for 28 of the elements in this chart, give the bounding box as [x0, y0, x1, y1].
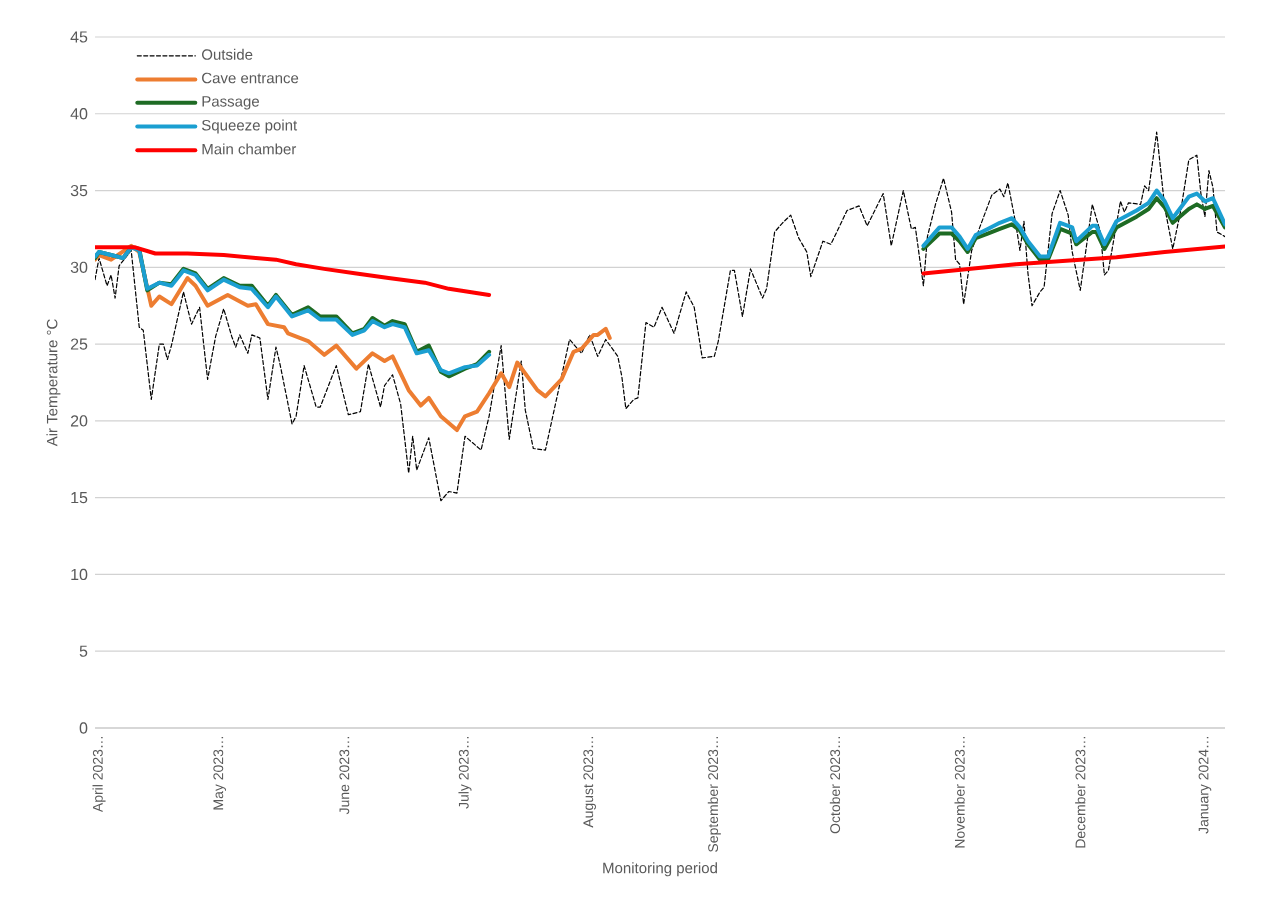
x-tick-label: January 2024… — [1198, 737, 1212, 834]
x-axis-title: Monitoring period — [603, 862, 717, 877]
x-tick-label: May 2023… — [213, 737, 227, 810]
y-tick-label: 5 — [79, 645, 88, 657]
legend-label: Outside — [202, 48, 253, 60]
legend-label: Squeeze point — [201, 119, 298, 134]
y-tick-label: 25 — [70, 338, 88, 350]
y-tick-label: 30 — [70, 261, 88, 273]
y-axis-title: Air Temperature °C — [46, 319, 61, 447]
x-tick-label: October 2023… — [829, 737, 841, 834]
x-tick-label: July 2023… — [458, 737, 472, 809]
y-tick-label: 15 — [71, 492, 88, 504]
legend-label: Main chamber — [202, 143, 297, 155]
x-tick-label: August 2023… — [583, 737, 596, 828]
legend-label: Passage — [202, 96, 260, 110]
y-tick-label: 40 — [70, 108, 88, 120]
x-tick-label: June 2023… — [339, 737, 350, 815]
y-tick-label: 20 — [70, 415, 88, 427]
y-tick-label: 0 — [79, 722, 88, 734]
y-tick-label: 10 — [71, 568, 88, 581]
line-series — [95, 243, 612, 433]
x-tick-label: April 2023… — [92, 737, 106, 813]
y-tick-label: 35 — [70, 184, 88, 197]
x-tick-label: November 2023… — [954, 737, 965, 848]
legend-label: Cave entrance — [202, 72, 299, 84]
y-tick-label: 45 — [70, 31, 88, 43]
x-tick-label: December 2023… — [1075, 737, 1086, 848]
x-tick-label: September 2023… — [707, 737, 721, 852]
